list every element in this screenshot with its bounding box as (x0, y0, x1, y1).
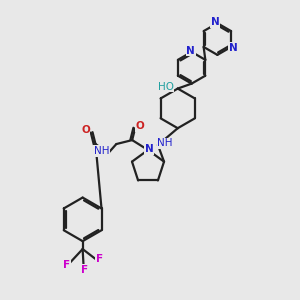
Text: N: N (145, 144, 153, 154)
Text: NH: NH (94, 146, 109, 156)
Text: F: F (96, 254, 103, 264)
Text: N: N (211, 17, 220, 27)
Text: O: O (81, 125, 90, 135)
Text: F: F (81, 265, 88, 275)
Text: F: F (63, 260, 70, 270)
Text: N: N (186, 46, 195, 56)
Text: N: N (229, 43, 238, 53)
Text: O: O (136, 121, 145, 131)
Text: NH: NH (157, 138, 172, 148)
Text: HO: HO (158, 82, 174, 92)
